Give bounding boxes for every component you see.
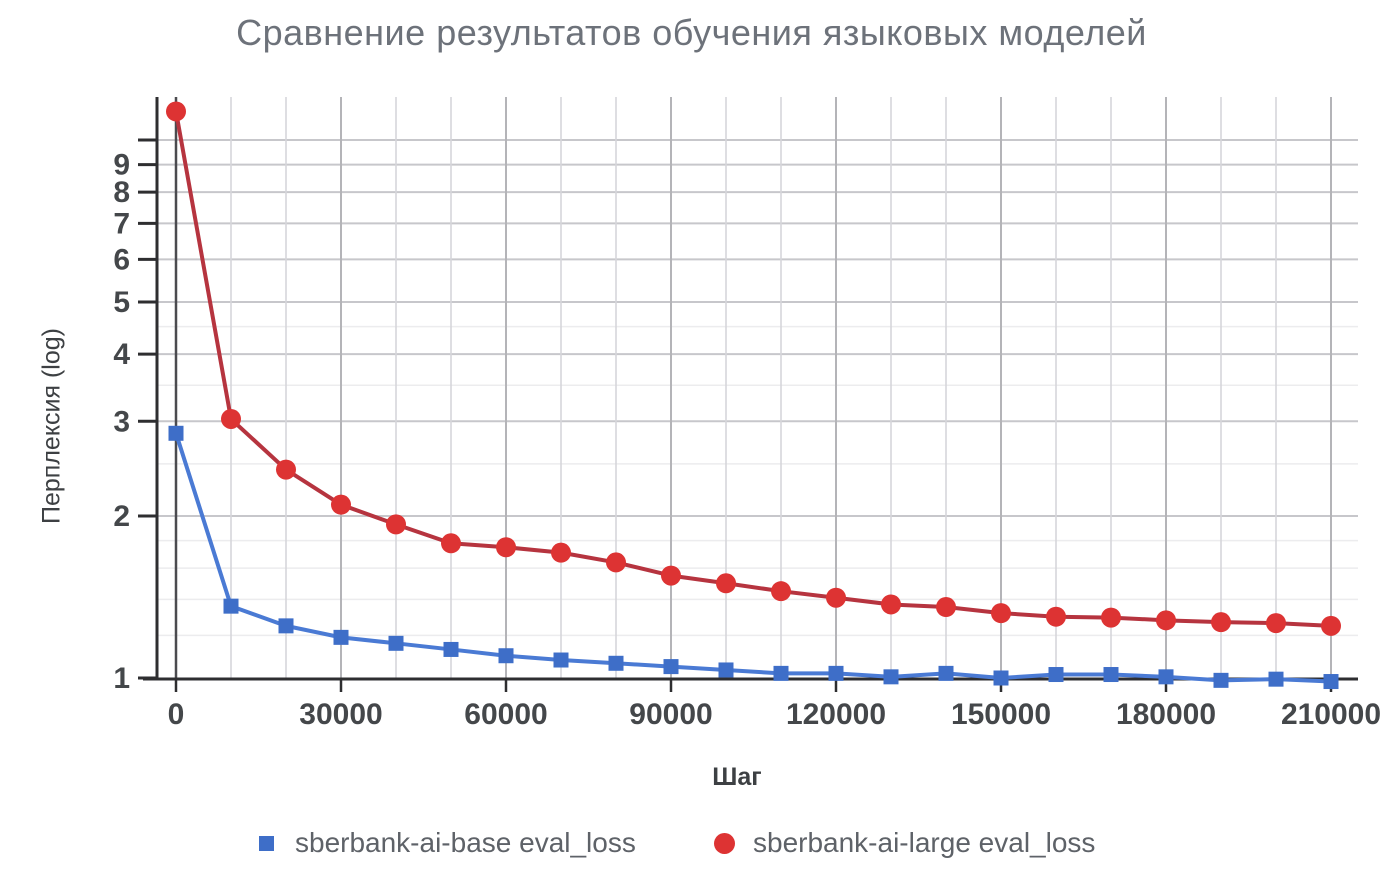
data-point-square: [1048, 667, 1064, 683]
tick-label: 4: [113, 338, 130, 371]
data-point-circle: [441, 533, 461, 554]
data-point-square: [938, 665, 954, 681]
data-point-circle: [881, 594, 901, 615]
data-point-square: [388, 635, 404, 651]
data-point-circle: [276, 459, 296, 480]
data-point-circle: [716, 573, 736, 594]
data-point-square: [608, 655, 624, 671]
tick-label: 7: [113, 207, 130, 240]
data-point-square: [1103, 667, 1119, 683]
data-point-square: [663, 659, 679, 675]
data-point-circle: [1321, 615, 1341, 636]
tick-label: 2: [113, 500, 130, 533]
tick-label: 6: [113, 243, 130, 276]
data-point-square: [773, 665, 789, 681]
series-line: [174, 109, 1333, 628]
data-point-square: [993, 670, 1009, 686]
tick-label: 1: [113, 662, 130, 695]
data-point-square: [883, 669, 899, 685]
data-point-circle: [496, 537, 516, 558]
series-base: [168, 425, 1339, 690]
tick-label: 120000: [786, 698, 886, 731]
data-point-circle: [826, 587, 846, 608]
data-point-circle: [331, 494, 351, 515]
data-point-circle: [661, 565, 681, 586]
data-point-square: [1213, 672, 1229, 688]
data-point-square: [1323, 674, 1339, 690]
data-point-circle: [991, 603, 1011, 624]
data-point-square: [168, 425, 184, 441]
data-point-square: [1268, 671, 1284, 687]
data-point-circle: [1046, 606, 1066, 627]
chart-title: Сравнение результатов обучения языковых …: [236, 12, 1147, 53]
tick-label: 150000: [951, 698, 1051, 731]
data-point-square: [223, 598, 239, 614]
data-point-square: [498, 648, 514, 664]
tick-label: 0: [168, 698, 185, 731]
data-point-square: [553, 652, 569, 668]
data-point-circle: [606, 552, 626, 573]
gridlines: [157, 97, 1358, 679]
data-point-circle: [771, 581, 791, 602]
data-point-circle: [221, 408, 241, 429]
series-line: [174, 431, 1333, 684]
x-axis-title: Шаг: [712, 763, 762, 791]
tick-label: 180000: [1116, 698, 1216, 731]
tick-label: 3: [113, 405, 130, 438]
data-point-square: [828, 665, 844, 681]
tick-label: 90000: [629, 698, 712, 731]
data-point-square: [333, 629, 349, 645]
data-point-circle: [551, 542, 571, 563]
data-point-square: [278, 618, 294, 634]
data-point-circle: [1211, 612, 1231, 633]
data-point-circle: [936, 597, 956, 618]
data-point-circle: [1101, 607, 1121, 628]
data-point-square: [1158, 669, 1174, 685]
data-point-circle: [386, 514, 406, 535]
tick-label: 9: [113, 149, 130, 182]
data-point-circle: [1156, 610, 1176, 631]
tick-label: 30000: [299, 698, 382, 731]
axes: [138, 97, 1358, 692]
tick-label: 5: [113, 286, 130, 319]
data-point-circle: [1266, 613, 1286, 634]
data-point-square: [443, 641, 459, 657]
data-point-circle: [166, 101, 186, 122]
data-point-square: [718, 662, 734, 678]
tick-label: 60000: [464, 698, 547, 731]
series-large: [166, 101, 1341, 636]
y-axis-title: Перплексия (log): [37, 328, 66, 524]
tick-label: 210000: [1281, 698, 1381, 731]
tick-label: 8: [113, 176, 130, 209]
